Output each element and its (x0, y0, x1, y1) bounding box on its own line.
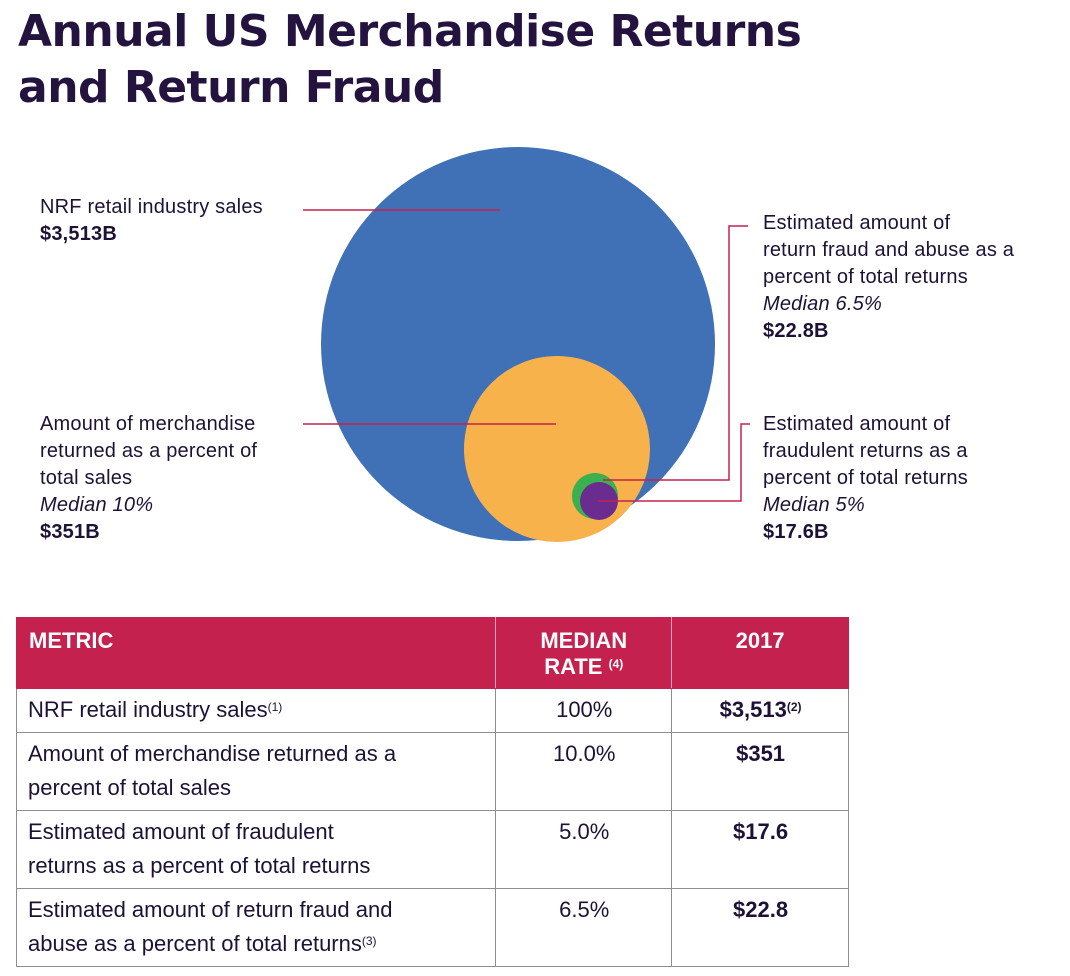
title-line-1: Annual US Merchandise Returns (18, 6, 802, 57)
fraudulent-leader-line (598, 423, 750, 502)
header-rate-line-2-text: RATE (544, 654, 603, 679)
bubble-chart (303, 147, 750, 542)
fraud-abuse-callout-line-1: Estimated amount of (763, 212, 951, 234)
table-row: Estimated amount of fraudulent returns a… (15, 810, 849, 889)
fraudulent-callout-line-1: Estimated amount of (763, 413, 951, 435)
metric-cell: Estimated amount of fraudulent returns a… (15, 810, 497, 889)
metric-text-line-1: Estimated amount of fraudulent (28, 819, 334, 844)
fraudulent-callout-median: Median 5% (763, 494, 865, 516)
fraud-abuse-callout-line-2: return fraud and abuse as a (763, 239, 1015, 261)
returns-callout: Amount of merchandise returned as a perc… (40, 411, 257, 546)
header-year: 2017 (671, 617, 849, 689)
rate-cell: 100% (495, 688, 673, 733)
rate-cell: 5.0% (495, 810, 673, 889)
header-rate-footnote: (4) (608, 657, 624, 671)
fraud-abuse-callout: Estimated amount of return fraud and abu… (763, 210, 1014, 345)
fraud-abuse-callout-median: Median 6.5% (763, 293, 882, 315)
fraudulent-callout-line-2: fraudulent returns as a (763, 440, 968, 462)
metric-footnote: (1) (267, 700, 283, 714)
returns-callout-median: Median 10% (40, 494, 154, 516)
sales-callout: NRF retail industry sales $3,513B (40, 194, 263, 248)
value-footnote: (2) (786, 700, 802, 714)
header-year-label: 2017 (735, 628, 785, 653)
title-line-2: and Return Fraud (18, 62, 444, 113)
page-title: Annual US Merchandise Returns and Return… (18, 4, 802, 116)
metric-cell: Estimated amount of return fraud and abu… (15, 888, 497, 967)
table-header-row: METRIC MEDIAN RATE (4) 2017 (15, 617, 849, 689)
table-row: Estimated amount of return fraud and abu… (15, 888, 849, 967)
fraudulent-callout-line-3: percent of total returns (763, 467, 968, 489)
returns-callout-line-3: total sales (40, 467, 133, 489)
metric-cell: Amount of merchandise returned as a perc… (15, 732, 497, 811)
metric-text-line-1: Amount of merchandise returned as a (28, 741, 397, 766)
metric-text-line-1: Estimated amount of return fraud and (28, 897, 393, 922)
metrics-table: METRIC MEDIAN RATE (4) 2017 NRF retail i… (15, 617, 849, 967)
table-row: NRF retail industry sales(1) 100% $3,513… (15, 688, 849, 733)
returns-callout-line-1: Amount of merchandise (40, 413, 256, 435)
header-metric-label: METRIC (29, 628, 114, 653)
value-text: $3,513 (719, 697, 787, 722)
rate-cell: 6.5% (495, 888, 673, 967)
fraud-abuse-callout-value: $22.8B (763, 320, 829, 342)
metric-text-line-2: returns as a percent of total returns (28, 853, 371, 878)
fraudulent-callout: Estimated amount of fraudulent returns a… (763, 411, 968, 546)
value-cell: $22.8 (671, 888, 849, 967)
metric-text: NRF retail industry sales (28, 697, 268, 722)
metric-cell: NRF retail industry sales(1) (15, 688, 497, 733)
header-rate-line-1: MEDIAN (540, 628, 628, 653)
rate-cell: 10.0% (495, 732, 673, 811)
table-row: Amount of merchandise returned as a perc… (15, 732, 849, 811)
header-metric: METRIC (15, 617, 497, 689)
value-cell: $351 (671, 732, 849, 811)
metric-text-line-2: abuse as a percent of total returns(3) (28, 927, 485, 961)
returns-callout-value: $351B (40, 521, 100, 543)
returns-bubble (464, 356, 650, 542)
header-median-rate: MEDIAN RATE (4) (495, 617, 673, 689)
header-rate-line-2: RATE (4) (504, 654, 663, 680)
sales-callout-label: NRF retail industry sales (40, 196, 263, 218)
fraudulent-callout-value: $17.6B (763, 521, 829, 543)
returns-callout-line-2: returned as a percent of (40, 440, 258, 462)
sales-callout-value: $3,513B (40, 223, 118, 245)
fraud-abuse-leader-line (603, 225, 748, 481)
value-cell: $3,513(2) (671, 688, 849, 733)
metric-text-line-2-text: abuse as a percent of total returns (28, 931, 362, 956)
value-cell: $17.6 (671, 810, 849, 889)
fraud-abuse-callout-line-3: percent of total returns (763, 266, 968, 288)
metric-footnote: (3) (361, 934, 377, 948)
metric-text-line-2: percent of total sales (28, 775, 232, 800)
